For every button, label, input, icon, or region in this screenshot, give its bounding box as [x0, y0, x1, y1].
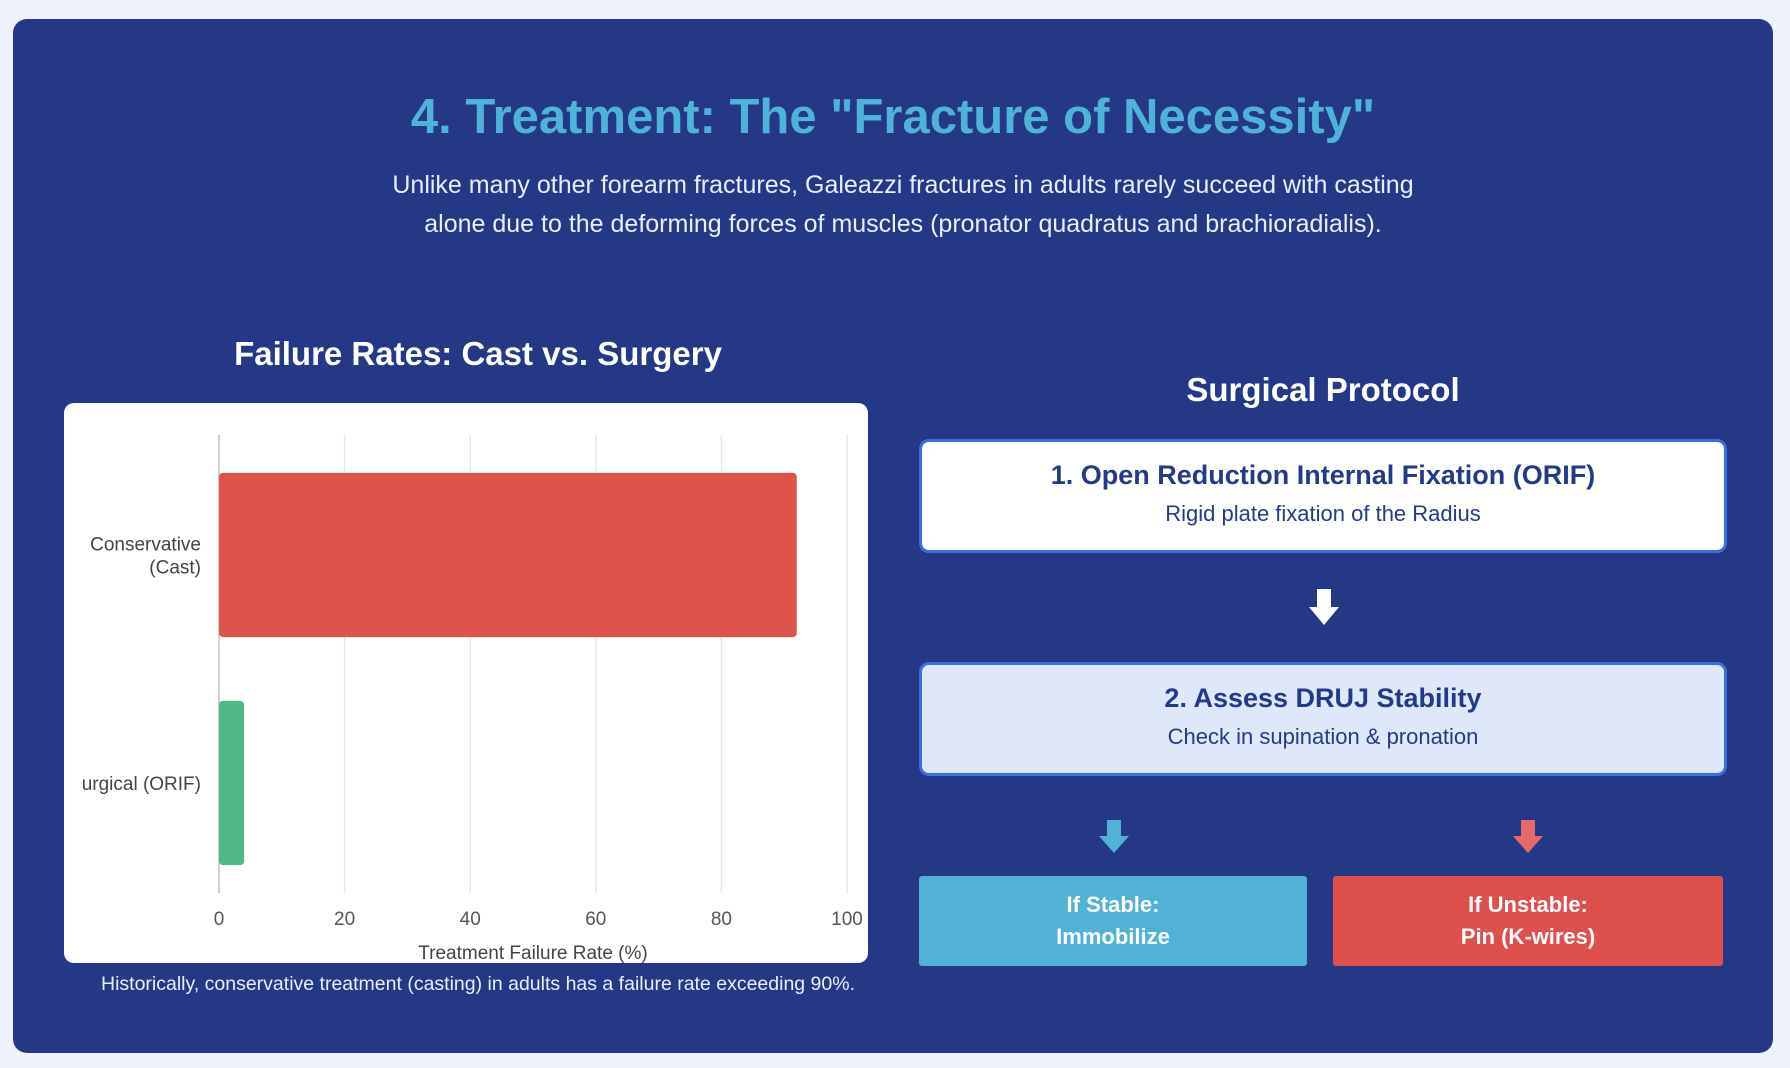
- arrow-main-shape: [1309, 589, 1339, 625]
- outcome-unstable: If Unstable: Pin (K-wires): [1333, 876, 1723, 966]
- treatment-card: 4. Treatment: The "Fracture of Necessity…: [13, 19, 1773, 1053]
- arrow-down-icon: [1309, 589, 1339, 625]
- x-tick-label: 60: [585, 909, 606, 930]
- x-tick-label: 0: [214, 909, 225, 930]
- step-title: 2. Assess DRUJ Stability: [1164, 683, 1482, 713]
- chart-caption: Historically, conservative treatment (ca…: [101, 973, 855, 995]
- bar: [219, 472, 797, 638]
- outcome-condition: If Stable:: [1066, 892, 1160, 917]
- outcome-stable: If Stable: Immobilize: [919, 876, 1307, 966]
- protocol-title: Surgical Protocol: [1186, 371, 1460, 408]
- x-tick-label: 100: [831, 909, 863, 930]
- chart-svg: 0 20 40 60 80 100 Conservative(Cast) urgical (O…: [82, 435, 863, 963]
- outcome-action: Immobilize: [1056, 924, 1170, 949]
- arrow-down-unstable-icon: [1513, 820, 1543, 853]
- arrow-stable-shape: [1099, 820, 1129, 853]
- outcome-action: Pin (K-wires): [1460, 924, 1596, 949]
- step-description: Rigid plate fixation of the Radius: [1165, 501, 1481, 526]
- x-tick-label: 80: [711, 909, 732, 930]
- outcome-condition: If Unstable:: [1468, 892, 1588, 917]
- step-description: Check in supination & pronation: [1167, 724, 1479, 749]
- bar: [219, 700, 245, 866]
- intro-text: Unlike many other forearm fractures, Gal…: [392, 171, 1414, 238]
- arrow-down-stable-icon: [1099, 820, 1129, 853]
- y-category-label: (Cast): [149, 558, 201, 579]
- chart-title: Failure Rates: Cast vs. Surgery: [234, 335, 722, 372]
- arrow-unstable-shape: [1513, 820, 1543, 853]
- y-category-label: urgical (ORIF): [82, 774, 201, 795]
- y-category-label: Conservative: [90, 535, 201, 556]
- protocol-step-druj: 2. Assess DRUJ Stability Check in supina…: [919, 662, 1727, 776]
- page-title: 4. Treatment: The "Fracture of Necessity…: [410, 90, 1376, 144]
- step-title: 1. Open Reduction Internal Fixation (ORI…: [1050, 460, 1596, 490]
- x-tick-label: 20: [334, 909, 355, 930]
- x-axis-label: Treatment Failure Rate (%): [418, 943, 647, 963]
- protocol-step-orif: 1. Open Reduction Internal Fixation (ORI…: [919, 439, 1727, 553]
- x-tick-label: 40: [460, 909, 481, 930]
- failure-rate-chart: 0 20 40 60 80 100 Conservative (Cast) urgical (O…: [64, 403, 868, 963]
